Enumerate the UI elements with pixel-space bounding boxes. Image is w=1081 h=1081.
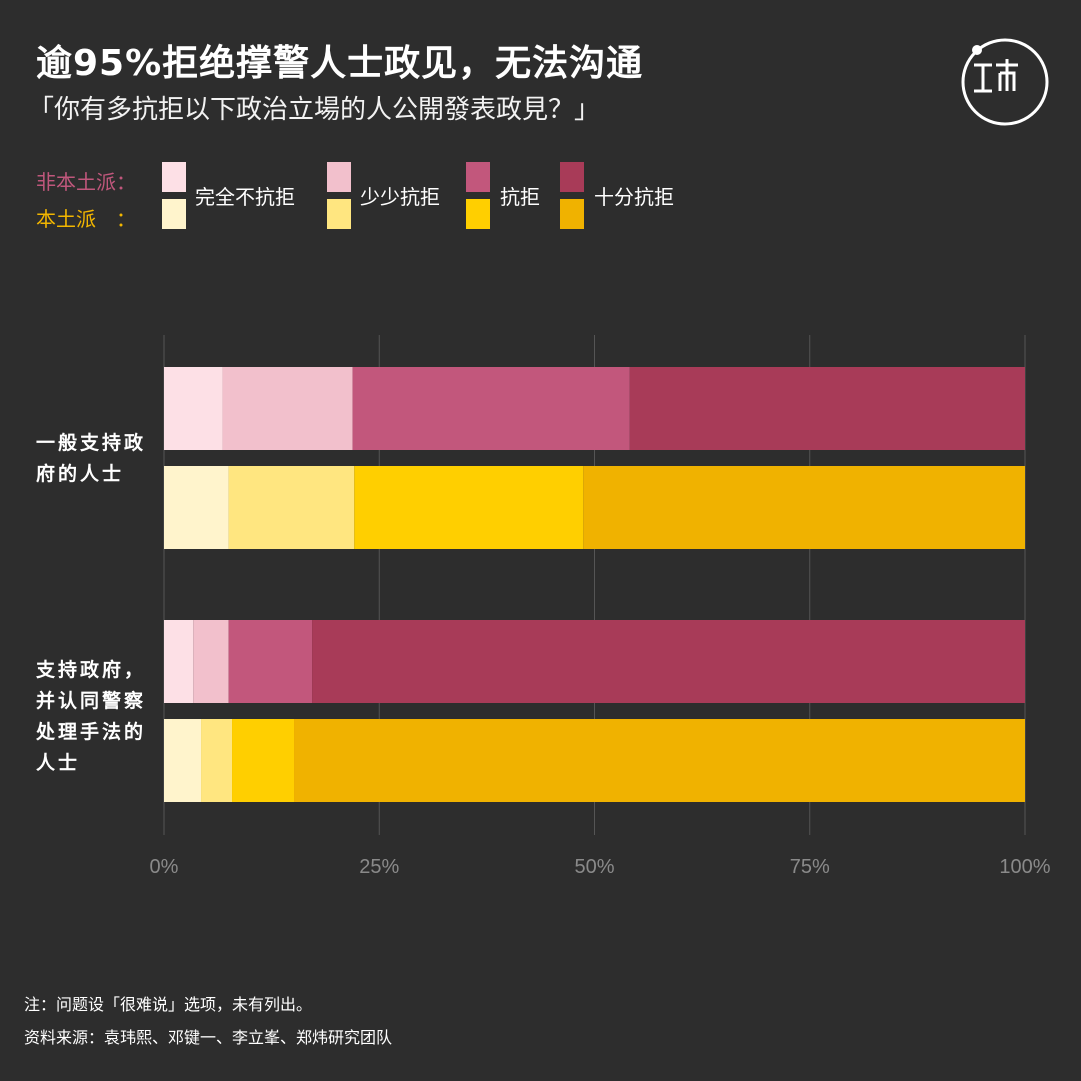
x-tick-label: 25% xyxy=(359,856,399,878)
x-tick-label: 100% xyxy=(999,856,1050,878)
stacked-bar-chart: 0% 25% 50% 75% 100% xyxy=(150,335,1051,878)
category-label-line: 支持政府， xyxy=(36,659,147,681)
bar-segment xyxy=(222,367,353,450)
chart-title: 逾95%拒绝撑警人士政见，无法沟通 xyxy=(36,43,644,84)
legend-swatch-nonlocal-3 xyxy=(466,162,490,192)
legend-swatch-nonlocal-1 xyxy=(162,162,186,192)
category-label-line: 府的人士 xyxy=(36,463,125,485)
category-label-line: 人士 xyxy=(36,752,81,774)
bar-segment xyxy=(232,719,295,802)
bar-segment xyxy=(312,620,1025,703)
bar-segment xyxy=(354,466,584,549)
bar-segment xyxy=(164,719,202,802)
legend-group-local: 本土派 ： xyxy=(36,207,136,231)
x-tick-label: 50% xyxy=(574,856,614,878)
category-label-1: 一般支持政 府的人士 xyxy=(36,428,146,490)
x-tick-label: 75% xyxy=(790,856,830,878)
bar-segment xyxy=(294,719,1025,802)
x-tick-label: 0% xyxy=(150,856,179,878)
legend-swatch-nonlocal-2 xyxy=(327,162,351,192)
category-label-2: 支持政府， 并认同警察 处理手法的 人士 xyxy=(36,655,146,779)
bar-segment xyxy=(228,620,313,703)
legend-swatch-local-1 xyxy=(162,199,186,229)
bar-segment xyxy=(164,466,229,549)
legend-item-label: 完全不抗拒 xyxy=(195,185,295,209)
legend-group-nonlocal: 非本土派： xyxy=(36,170,136,194)
legend-item-label: 抗拒 xyxy=(500,185,540,209)
legend-swatch-local-4 xyxy=(560,199,584,229)
bar-segment xyxy=(201,719,233,802)
category-label-line: 并认同警察 xyxy=(36,690,147,712)
legend-swatch-local-2 xyxy=(327,199,351,229)
category-label-line: 一般支持政 xyxy=(36,432,147,454)
bar-segment xyxy=(164,367,223,450)
legend-item-label: 少少抗拒 xyxy=(360,185,440,209)
chart-subtitle: 「你有多抗拒以下政治立場的人公開發表政見？」 xyxy=(28,95,601,125)
bar-segment xyxy=(164,620,194,703)
legend-swatch-nonlocal-4 xyxy=(560,162,584,192)
legend-item-label: 十分抗拒 xyxy=(594,185,674,209)
bar-segment xyxy=(583,466,1025,549)
bar-segment xyxy=(352,367,630,450)
bar-segment xyxy=(193,620,229,703)
category-label-line: 处理手法的 xyxy=(36,721,147,743)
bar-segment xyxy=(629,367,1025,450)
bar-segment xyxy=(228,466,355,549)
brand-logo-icon xyxy=(961,38,1049,126)
footnote: 注：问题设「很难说」选项，未有列出。 xyxy=(24,995,313,1014)
legend-swatch-local-3 xyxy=(466,199,490,229)
source-note: 资料来源：袁玮熙、邓键一、李立峯、郑炜研究团队 xyxy=(24,1028,393,1047)
